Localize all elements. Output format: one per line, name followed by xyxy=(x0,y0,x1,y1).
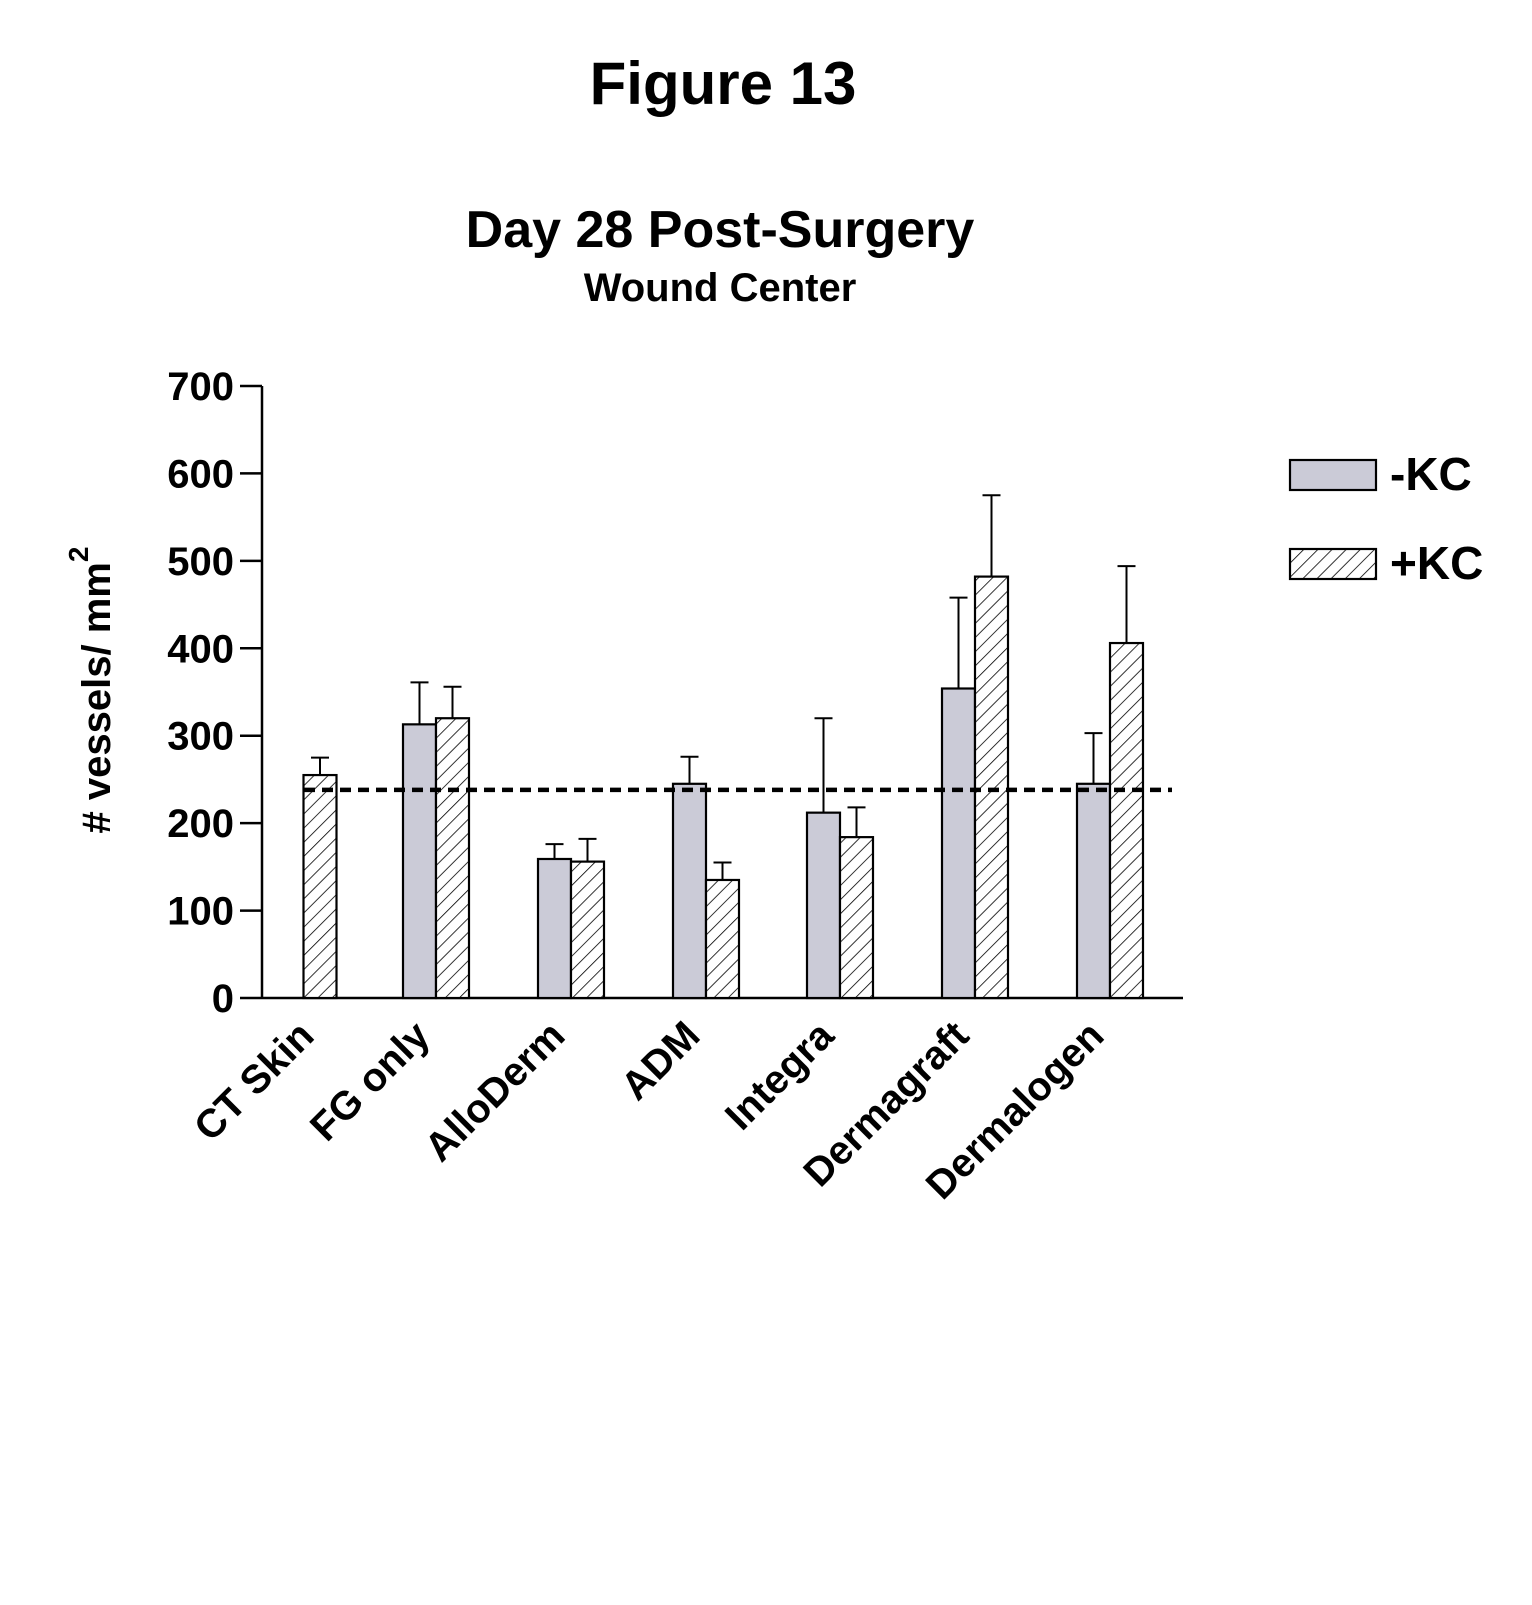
legend-label: +KC xyxy=(1390,537,1483,589)
bar-plus-kc-adm xyxy=(704,878,741,1000)
bar-minus-kc-integra xyxy=(805,811,842,1000)
x-tick-label: FG only xyxy=(302,1013,439,1150)
y-tick-label: 500 xyxy=(167,540,234,584)
legend-label: -KC xyxy=(1390,448,1472,500)
bar-plus-kc-alloderm xyxy=(569,860,606,1000)
figure-label: Figure 13 xyxy=(590,50,857,117)
y-axis-label-superscript: 2 xyxy=(63,547,94,563)
bar-plus-kc-ct-skin xyxy=(302,773,338,1000)
bar-plus-kc-dermagraft xyxy=(973,575,1010,1000)
bar-plus-kc-dermalogen xyxy=(1108,641,1145,1000)
x-tick-label: CT Skin xyxy=(186,1013,322,1149)
bar-minus-kc-fg-only xyxy=(401,723,438,1000)
y-axis-label-text: # vessels/ mm xyxy=(75,562,119,833)
bar-minus-kc-adm xyxy=(671,782,708,1000)
y-tick-label: 200 xyxy=(167,802,234,846)
chart-subtitle: Wound Center xyxy=(584,266,857,310)
legend-swatch-plus-kc xyxy=(1288,547,1378,581)
bar-minus-kc-dermagraft xyxy=(940,687,977,1000)
axes: 0 100 200 300 400 500 600 700 xyxy=(167,365,1183,1021)
legend-swatch-minus-kc xyxy=(1288,458,1378,492)
bar-plus-kc-integra xyxy=(838,836,875,1000)
x-tick-label: Integra xyxy=(717,1013,843,1139)
y-axis-label: # vessels/ mm2 xyxy=(63,547,119,834)
bars xyxy=(302,575,1145,1000)
y-tick-label: 0 xyxy=(212,977,234,1021)
y-tick-label: 400 xyxy=(167,627,234,671)
error-bars xyxy=(311,494,1136,880)
y-tick-label: 100 xyxy=(167,890,234,934)
x-tick-label: ADM xyxy=(613,1013,709,1109)
y-tick-label: 600 xyxy=(167,452,234,496)
legend: -KC +KC xyxy=(1288,448,1483,589)
y-axis-label-group: # vessels/ mm2 xyxy=(63,547,119,834)
y-tick-label: 700 xyxy=(167,365,234,409)
x-tick-label: AlloDerm xyxy=(417,1013,574,1170)
chart-title: Day 28 Post-Surgery xyxy=(466,201,975,259)
bar-minus-kc-dermalogen xyxy=(1075,782,1112,1000)
y-tick-label: 300 xyxy=(167,715,234,759)
bar-minus-kc-alloderm xyxy=(536,857,573,1000)
bar-plus-kc-fg-only xyxy=(434,717,471,1000)
